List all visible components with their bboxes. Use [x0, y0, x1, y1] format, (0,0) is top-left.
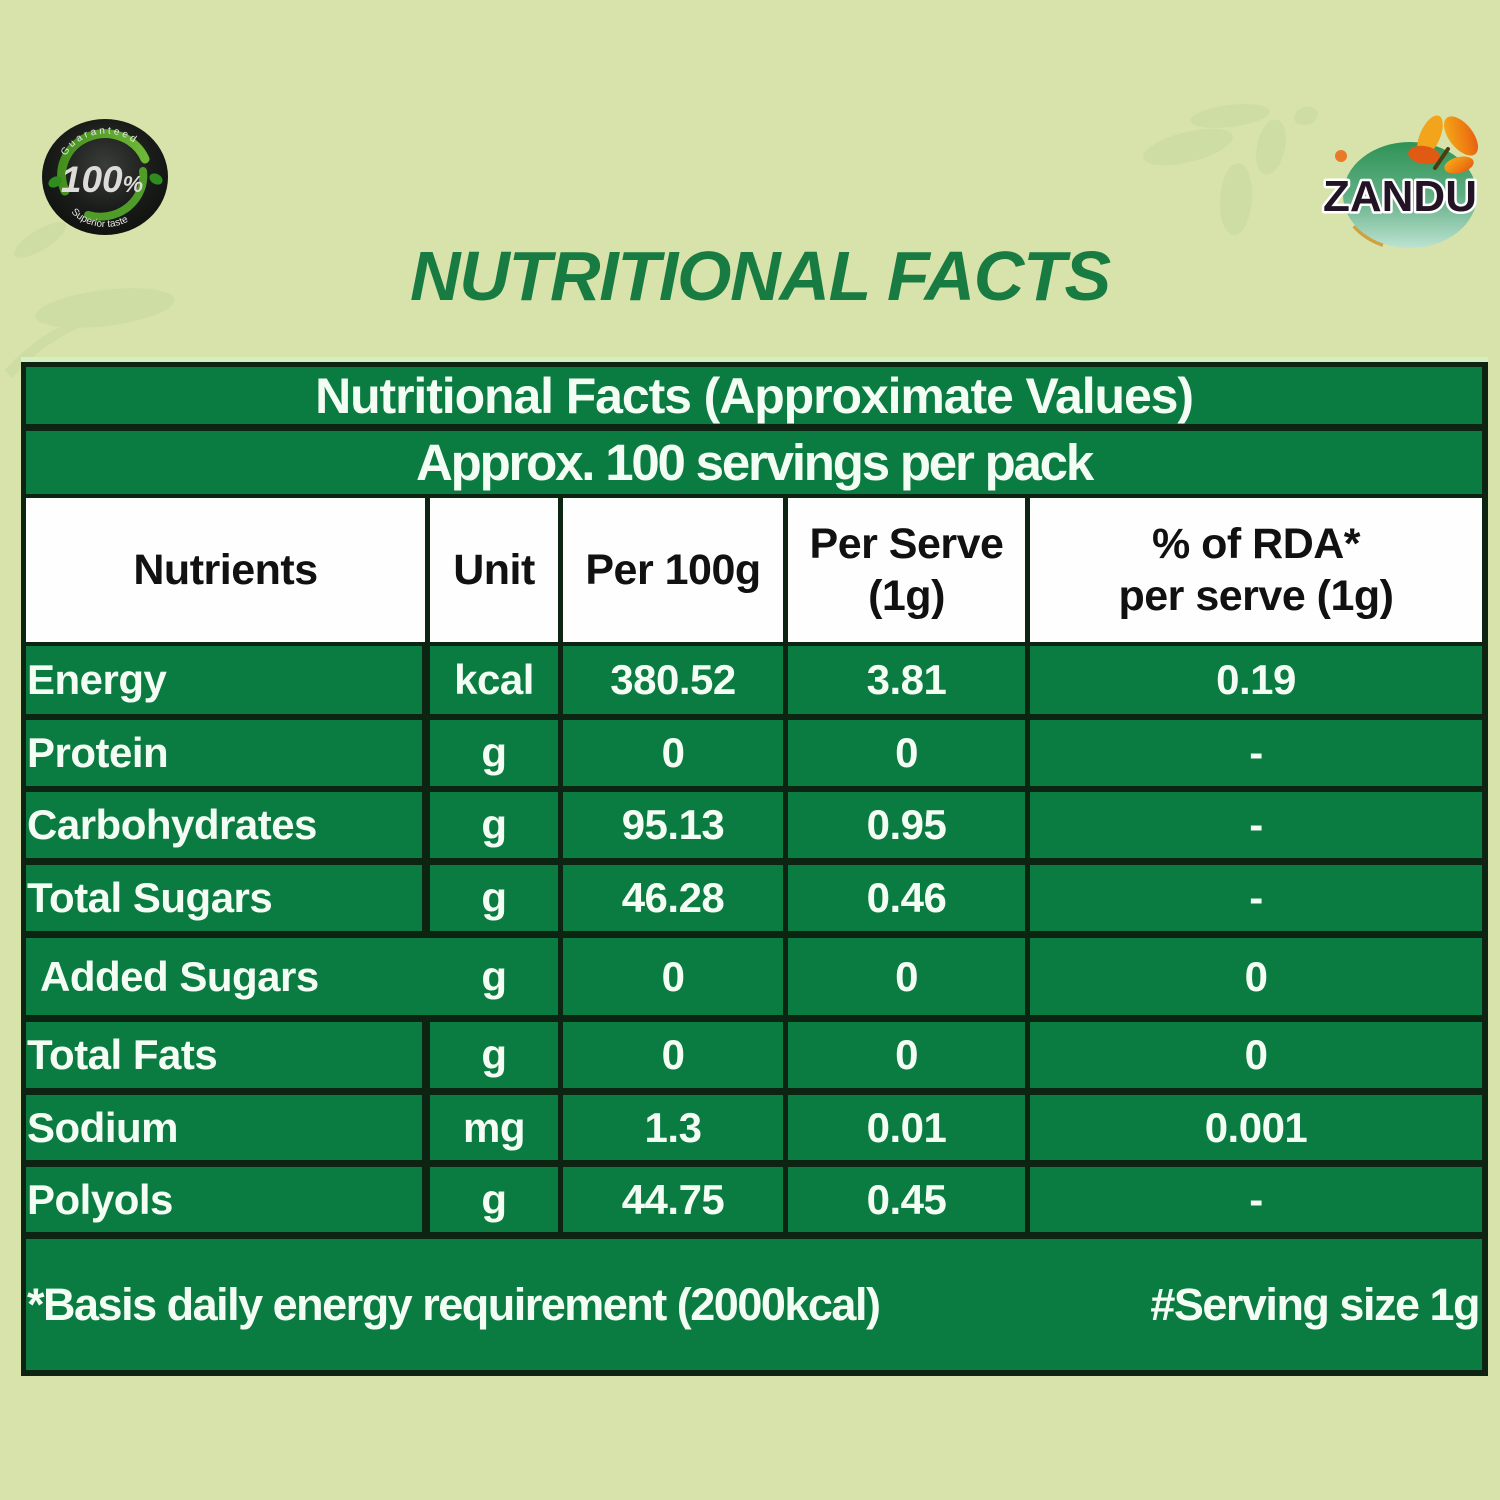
svg-text:ZANDU: ZANDU: [1323, 172, 1477, 221]
